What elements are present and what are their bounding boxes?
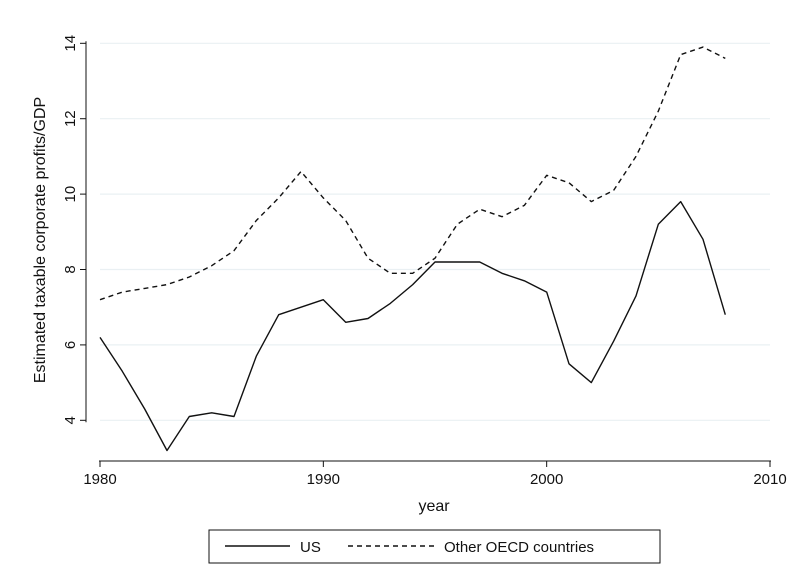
y-tick-label: 14 bbox=[62, 35, 79, 52]
grid-lines bbox=[100, 42, 770, 421]
legend: US Other OECD countries bbox=[208, 529, 661, 564]
y-tick-label: 4 bbox=[62, 416, 79, 424]
x-tick-label: 1980 bbox=[83, 471, 116, 488]
legend-label-us: US bbox=[300, 539, 321, 556]
series-line-us bbox=[99, 200, 726, 452]
y-tick-label: 12 bbox=[62, 110, 79, 127]
tick-labels: 4 6 8 10 12 14 1980 1990 2000 2010 bbox=[62, 35, 787, 488]
y-axis-label: Estimated taxable corporate profits/GDP bbox=[32, 97, 49, 383]
y-tick-label: 6 bbox=[62, 341, 79, 349]
x-tick-label: 2010 bbox=[753, 471, 786, 488]
axes bbox=[80, 41, 771, 467]
y-tick-label: 8 bbox=[62, 265, 79, 273]
series-lines bbox=[99, 46, 726, 452]
x-axis-label: year bbox=[418, 498, 450, 515]
y-tick-label: 10 bbox=[62, 186, 79, 203]
series-line-other-oecd bbox=[99, 46, 726, 301]
x-tick-label: 1990 bbox=[307, 471, 340, 488]
x-tick-label: 2000 bbox=[530, 471, 563, 488]
legend-label-oecd: Other OECD countries bbox=[444, 539, 594, 556]
